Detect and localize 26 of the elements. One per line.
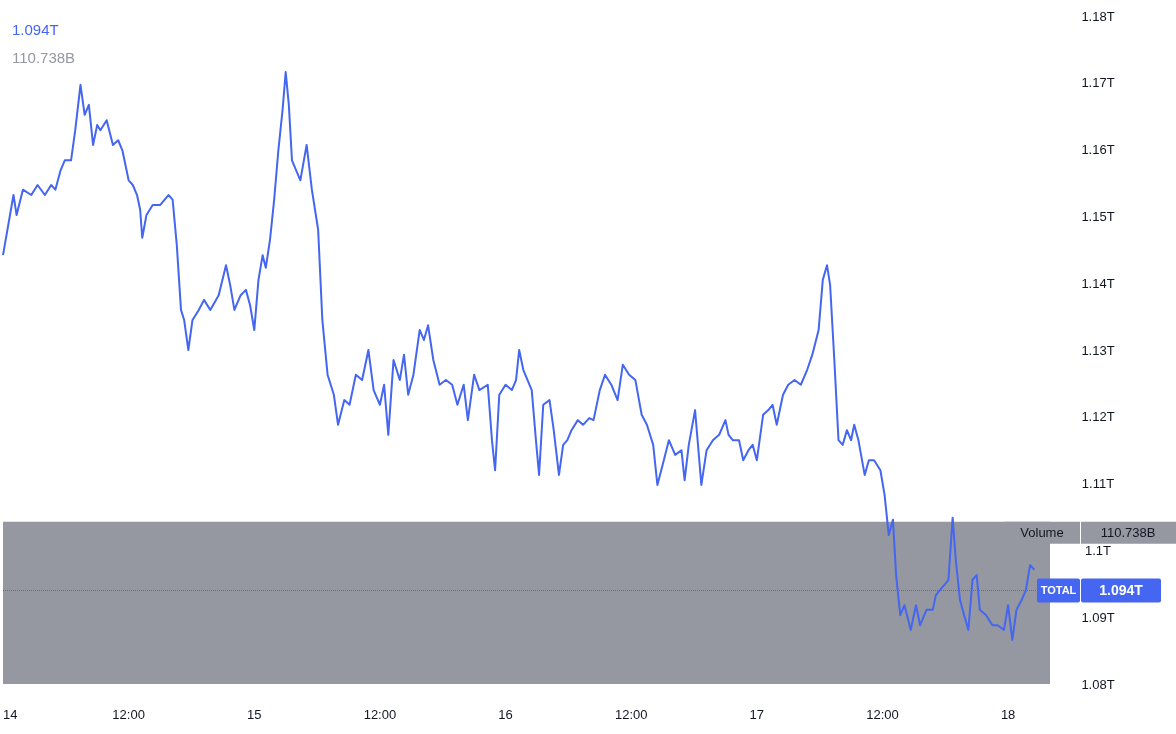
y-tick-label: 1.18T: [1081, 8, 1115, 24]
x-tick-label: 16: [498, 707, 513, 722]
annotation: 110.738B: [12, 49, 76, 66]
x-tick-label: 12:00: [363, 707, 397, 722]
annotation: 1.094T: [12, 21, 59, 38]
y-tick-label: 1.16T: [1081, 142, 1115, 158]
y-tick-label: 1.15T: [1081, 208, 1115, 224]
y-tick-label: 1.12T: [1081, 409, 1115, 425]
x-tick-label: 17: [749, 707, 765, 722]
y-tick-label: 1.17T: [1081, 75, 1115, 91]
y-tick-label: 1.11T: [1081, 476, 1115, 492]
y-tick-label: 1.08T: [1081, 676, 1115, 692]
y-tick-label: 1.13T: [1081, 342, 1115, 358]
x-tick-label: 14: [3, 707, 18, 722]
y-tick-label: 1.09T: [1081, 609, 1115, 625]
text: 1.094T: [1099, 582, 1144, 599]
x-tick-label: 12:00: [866, 707, 899, 722]
text: 110.738B: [1100, 525, 1156, 541]
x-tick-label: 15: [247, 707, 262, 722]
x-tick-label: 18: [1000, 707, 1016, 722]
band-label: Volume: [1020, 525, 1064, 541]
x-tick-label: 12:00: [112, 707, 145, 722]
y-tick-label: 1.1T: [1084, 542, 1112, 558]
ref-line-label: TOTAL: [1040, 584, 1077, 597]
y-tick-label: 1.14T: [1081, 275, 1115, 291]
x-tick-label: 12:00: [614, 707, 648, 722]
